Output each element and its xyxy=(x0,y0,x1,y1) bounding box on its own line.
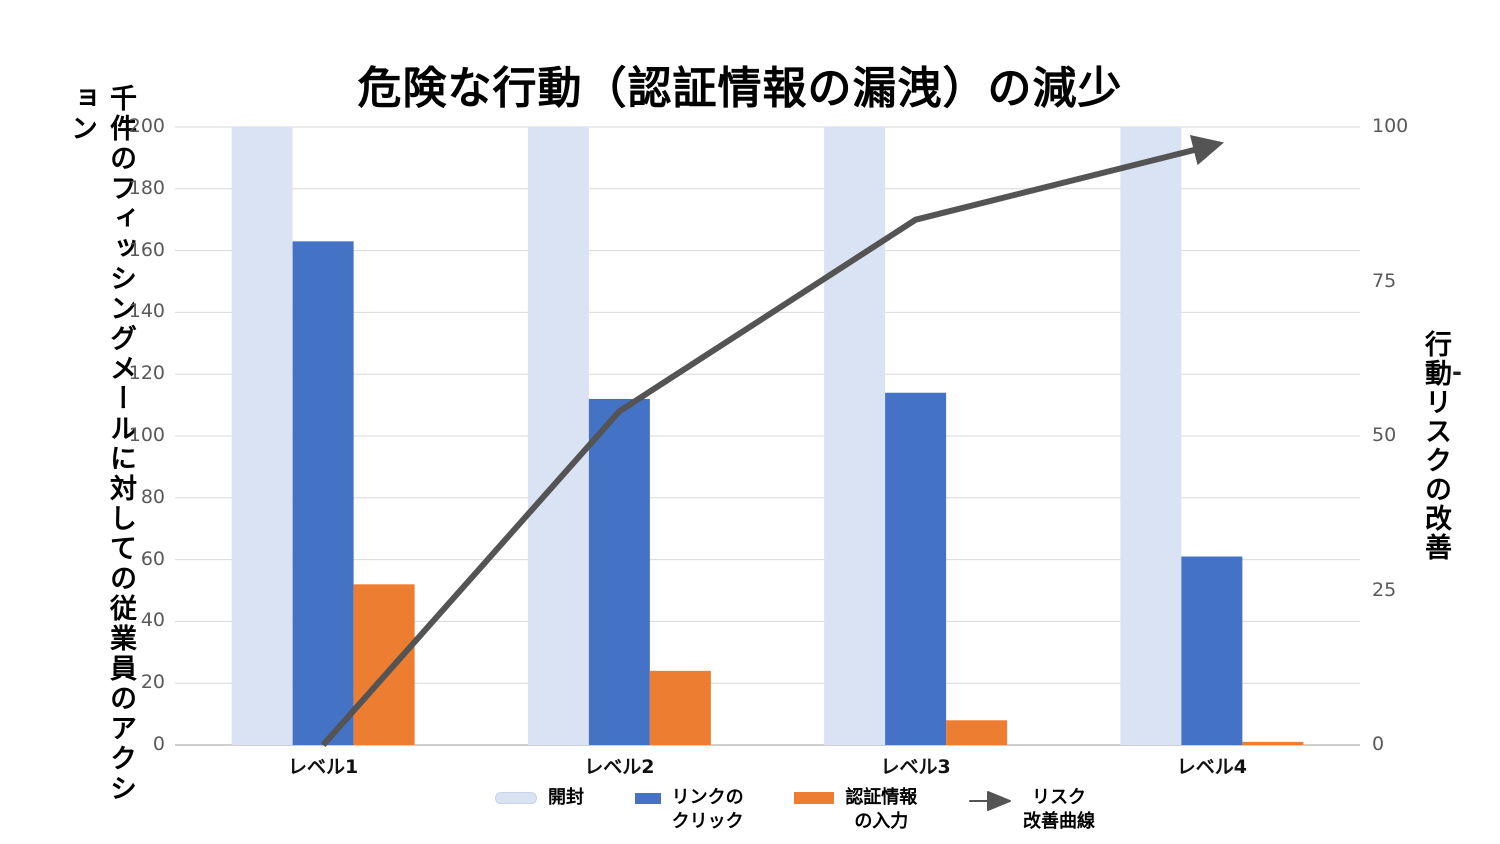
right-axis-title: 行動リスクの改善 xyxy=(1420,330,1451,562)
chart-legend: 開封 リンクの クリック 認証情報 の入力 リスク 改善曲線 xyxy=(495,786,1095,835)
risk-improvement-line xyxy=(320,134,1224,747)
risk-curve-arrow-icon xyxy=(968,791,1011,811)
bar-series3-cat3 xyxy=(946,720,1008,745)
bar-series2-cat1 xyxy=(292,241,354,745)
legend-swatch-icon xyxy=(634,793,661,804)
right-axis-dash: - xyxy=(1452,358,1462,386)
right-tick-label: 100 xyxy=(1372,115,1409,137)
legend-swatch-icon xyxy=(495,792,537,804)
bar-series2-cat3 xyxy=(885,392,947,745)
left-tick-label: 60 xyxy=(140,547,165,570)
bar-series3-cat1 xyxy=(353,584,415,745)
legend-label: リスク 改善曲線 xyxy=(1022,787,1095,833)
left-tick-label: 120 xyxy=(128,362,165,385)
legend-item: リスク 改善曲線 xyxy=(968,786,1095,835)
left-tick-label: 40 xyxy=(140,609,165,632)
legend-item: リンクの クリック xyxy=(634,786,744,835)
x-axis-label: レベル4 xyxy=(1176,756,1247,778)
bar-series2-cat2 xyxy=(588,398,650,745)
plot-area xyxy=(175,126,1360,747)
bar-series1-cat3 xyxy=(824,127,886,745)
legend-item: 開封 xyxy=(495,786,584,810)
left-tick-label: 140 xyxy=(128,300,165,323)
bar-series1-cat4 xyxy=(1120,127,1182,745)
bar-series3-cat4 xyxy=(1242,741,1304,745)
bar-series3-cat2 xyxy=(649,670,711,745)
legend-label: リンクの クリック xyxy=(671,787,744,833)
left-tick-label: 100 xyxy=(128,424,165,446)
right-tick-label: 25 xyxy=(1372,578,1397,601)
left-tick-label: 80 xyxy=(140,485,165,508)
right-tick-label: 0 xyxy=(1372,733,1385,755)
bar-series2-cat4 xyxy=(1181,556,1243,745)
right-tick-label: 75 xyxy=(1372,269,1397,292)
legend-label: 開封 xyxy=(548,787,584,808)
x-axis-label: レベル2 xyxy=(584,756,655,778)
x-axis-label: レベル1 xyxy=(288,756,359,778)
left-tick-label: 160 xyxy=(128,238,165,261)
chart-title: 危険な行動（認証情報の漏洩）の減少 xyxy=(357,63,1123,114)
left-axis-title: 千件のフィッシングメールに対しての従業員のアクション xyxy=(66,84,136,804)
legend-label: 認証情報 の入力 xyxy=(845,787,918,833)
left-tick-label: 20 xyxy=(140,671,165,694)
bar-series1-cat1 xyxy=(231,127,293,745)
left-tick-label: 0 xyxy=(152,733,165,755)
legend-swatch-icon xyxy=(794,792,835,804)
right-tick-label: 50 xyxy=(1372,424,1397,446)
left-tick-label: 180 xyxy=(128,176,165,199)
legend-item: 認証情報 の入力 xyxy=(794,786,917,835)
bar-series1-cat2 xyxy=(527,127,589,745)
x-axis-label: レベル3 xyxy=(880,756,951,778)
left-tick-label: 200 xyxy=(128,115,165,137)
